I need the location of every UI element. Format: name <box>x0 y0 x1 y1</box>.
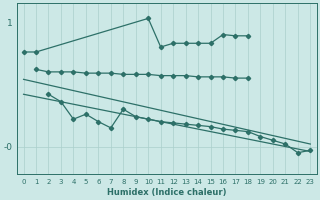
X-axis label: Humidex (Indice chaleur): Humidex (Indice chaleur) <box>107 188 227 197</box>
